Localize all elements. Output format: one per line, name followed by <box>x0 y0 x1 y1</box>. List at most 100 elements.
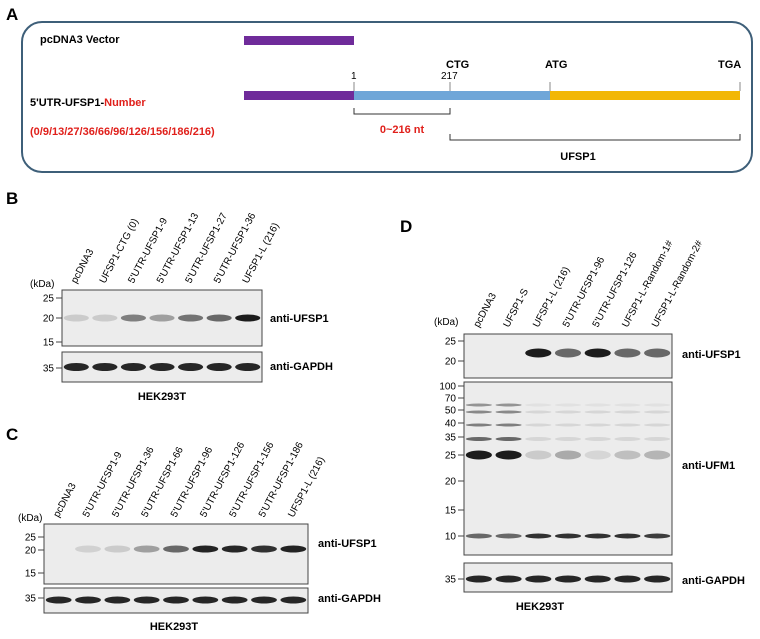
blot <box>463 381 673 556</box>
marker-label: 35 <box>43 364 55 375</box>
band <box>614 348 641 358</box>
band <box>206 363 232 371</box>
band <box>584 533 611 539</box>
band <box>133 545 160 553</box>
kda-unit: (kDa) <box>30 279 54 290</box>
band <box>644 348 671 358</box>
band <box>614 437 641 441</box>
range-label: 0~216 nt <box>380 124 425 136</box>
band <box>75 596 101 604</box>
band <box>163 545 189 553</box>
marker-label: 100 <box>439 382 456 393</box>
band <box>206 314 232 322</box>
band <box>614 423 641 427</box>
band <box>644 575 671 583</box>
band <box>554 450 582 460</box>
atg: ATG <box>545 59 567 71</box>
cell-line: HEK293T <box>516 601 565 613</box>
marker-label: 20 <box>43 314 55 325</box>
band <box>584 348 611 358</box>
band <box>495 575 522 583</box>
antibody-label: anti-GAPDH <box>318 593 381 605</box>
band <box>584 575 611 583</box>
band <box>221 596 248 604</box>
band <box>133 596 160 604</box>
band <box>554 575 582 583</box>
lane-label: UFSP1-S <box>502 287 532 330</box>
band <box>235 363 261 371</box>
band <box>104 596 131 604</box>
band <box>644 423 671 427</box>
band <box>614 575 641 583</box>
band <box>221 545 248 553</box>
band <box>525 348 552 358</box>
band <box>63 314 89 322</box>
band <box>554 348 582 358</box>
band <box>104 545 131 553</box>
band <box>92 363 118 371</box>
antibody-label: anti-UFSP1 <box>270 313 329 325</box>
band <box>495 533 522 539</box>
construct-prefix: 5'UTR-UFSP1- <box>30 97 104 109</box>
band <box>465 575 492 583</box>
band <box>149 363 175 371</box>
band <box>525 410 552 414</box>
band <box>465 437 492 441</box>
band <box>495 403 522 407</box>
band <box>120 363 146 371</box>
panel-label: D <box>400 217 412 236</box>
marker-label: 25 <box>43 294 55 305</box>
vector-bar <box>244 36 354 45</box>
band <box>644 450 671 460</box>
kda-unit: (kDa) <box>18 513 42 524</box>
construct-number: Number <box>104 97 146 109</box>
band <box>465 450 492 460</box>
band <box>554 533 582 539</box>
band <box>280 596 307 604</box>
marker-label: 25 <box>445 337 457 348</box>
band <box>192 545 219 553</box>
band <box>251 545 277 553</box>
marker-label: 50 <box>445 406 457 417</box>
band <box>163 596 189 604</box>
marker-label: 15 <box>43 338 55 349</box>
panel-c: C(kDa) pcDNA3 5'UTR-UFSP1-95'UTR-UFSP1-365… <box>6 425 381 633</box>
band <box>554 437 582 441</box>
band <box>525 575 552 583</box>
cell-line: HEK293T <box>150 621 199 633</box>
band <box>584 450 611 460</box>
band <box>584 403 611 407</box>
band <box>525 437 552 441</box>
band <box>280 545 307 553</box>
marker-label: 35 <box>445 433 457 444</box>
antibody-label: anti-GAPDH <box>270 361 333 373</box>
band <box>63 363 89 371</box>
extension-bar <box>354 91 550 100</box>
panel-label: C <box>6 425 18 444</box>
frame <box>21 21 753 173</box>
band <box>644 403 671 407</box>
band <box>554 403 582 407</box>
band <box>614 410 641 414</box>
band <box>75 545 101 553</box>
band <box>465 403 492 407</box>
band <box>525 403 552 407</box>
band <box>45 596 72 604</box>
band <box>465 533 492 539</box>
markers <box>353 82 741 91</box>
band <box>92 314 118 322</box>
marker-label: 10 <box>445 532 457 543</box>
band <box>614 403 641 407</box>
band <box>178 363 204 371</box>
marker-label: 35 <box>445 575 457 586</box>
band <box>235 314 261 322</box>
marker-label: 25 <box>445 451 457 462</box>
band <box>525 450 552 460</box>
blot <box>43 523 309 585</box>
orf-bracket <box>449 134 741 141</box>
band <box>525 533 552 539</box>
lane-label: pcDNA3 <box>69 247 96 285</box>
band <box>192 596 219 604</box>
panel-a: A pcDNA3 Vector 5'UTR-UFSP1-Number (0/9/… <box>6 5 753 173</box>
